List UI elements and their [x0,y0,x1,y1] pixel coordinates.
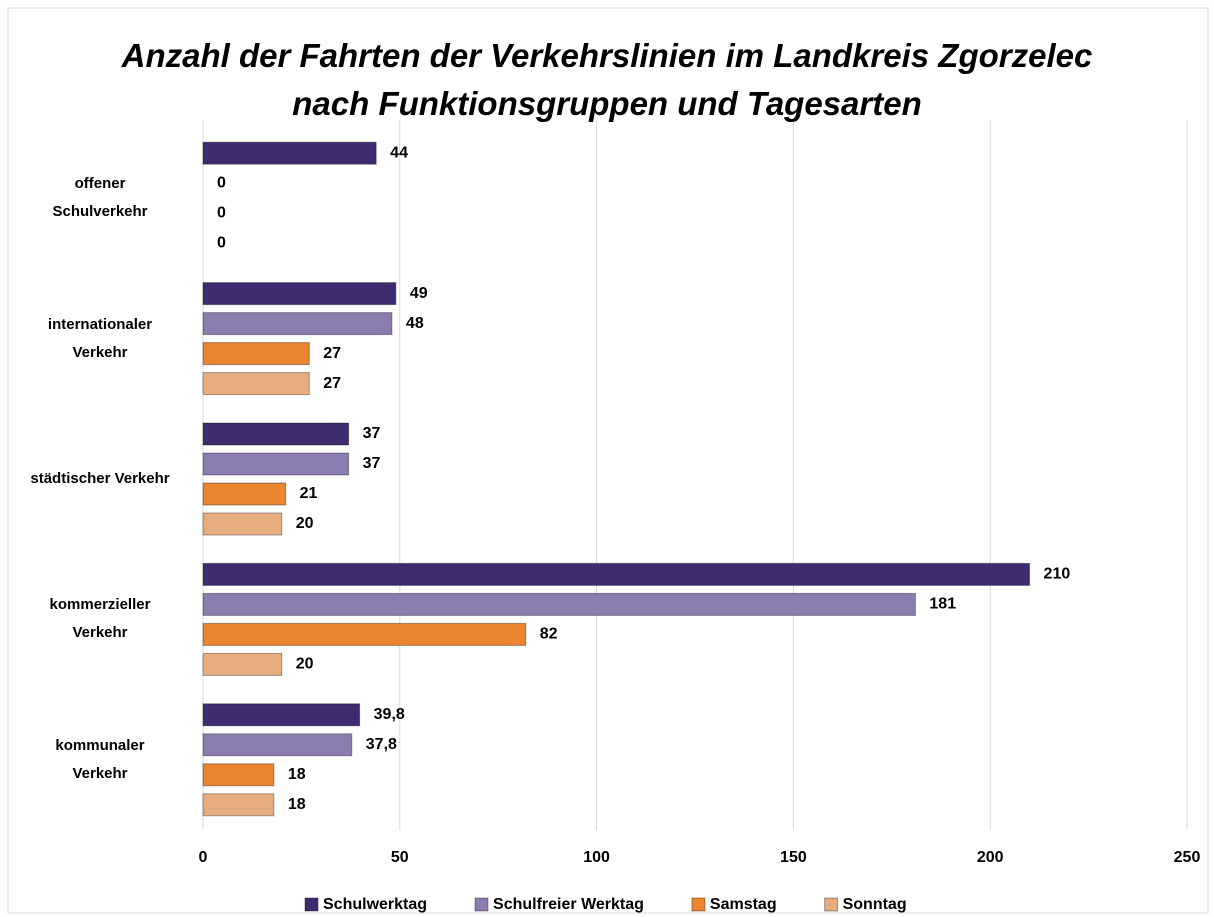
data-label: 18 [288,766,306,783]
bar [202,622,527,646]
bar [202,562,1031,586]
data-label: 27 [323,345,341,362]
bar [202,422,350,446]
data-label: 48 [406,315,424,332]
legend-swatch [304,897,319,912]
data-label: 37,8 [366,736,397,753]
legend-label: Samstag [710,896,777,913]
data-label: 27 [323,375,341,392]
data-label: 210 [1044,566,1071,583]
bar [202,482,287,506]
data-label: 39,8 [374,706,405,723]
legend-label: Schulfreier Werktag [493,896,644,913]
data-label: 20 [296,656,314,673]
bar [202,793,275,817]
y-tick-label: internationaler Verkehr [47,315,153,361]
y-tick-label: städtischer Verkehr [30,470,170,487]
y-tick-label: offener Schulverkehr [52,175,148,221]
data-label: 0 [217,234,226,251]
data-label: 44 [390,144,408,161]
bar [202,652,283,676]
bar [202,372,310,396]
x-tick-label: 50 [391,849,409,866]
bar [202,312,393,336]
data-label: 0 [217,204,226,221]
x-tick-label: 0 [199,849,208,866]
x-tick-label: 100 [583,849,610,866]
data-label: 49 [410,285,428,302]
bar [202,703,361,727]
y-tick-label: kommerzieller Verkehr [49,596,151,642]
x-tick-label: 150 [780,849,807,866]
legend-label: Sonntag [843,896,907,913]
chart-title: Anzahl der Fahrten der Verkehrslinien im… [121,37,1093,122]
data-label: 37 [363,455,381,472]
data-label: 20 [296,515,314,532]
data-label: 82 [540,626,558,643]
bar [202,452,350,476]
data-label: 21 [300,485,318,502]
data-label: 0 [217,174,226,191]
data-label: 37 [363,425,381,442]
data-label: 18 [288,796,306,813]
bar [202,342,310,366]
legend-swatch [474,897,489,912]
data-label: 181 [929,596,956,613]
legend-swatch [824,897,839,912]
x-tick-label: 200 [977,849,1004,866]
bar [202,733,353,757]
legend-swatch [691,897,706,912]
x-tick-label: 250 [1174,849,1201,866]
legend-label: Schulwerktag [323,896,427,913]
bar [202,512,283,536]
bar [202,282,397,306]
y-tick-label: kommunaler Verkehr [55,736,145,782]
bar [202,141,377,165]
bar [202,763,275,787]
chart-border [7,7,1209,914]
bar [202,592,916,616]
